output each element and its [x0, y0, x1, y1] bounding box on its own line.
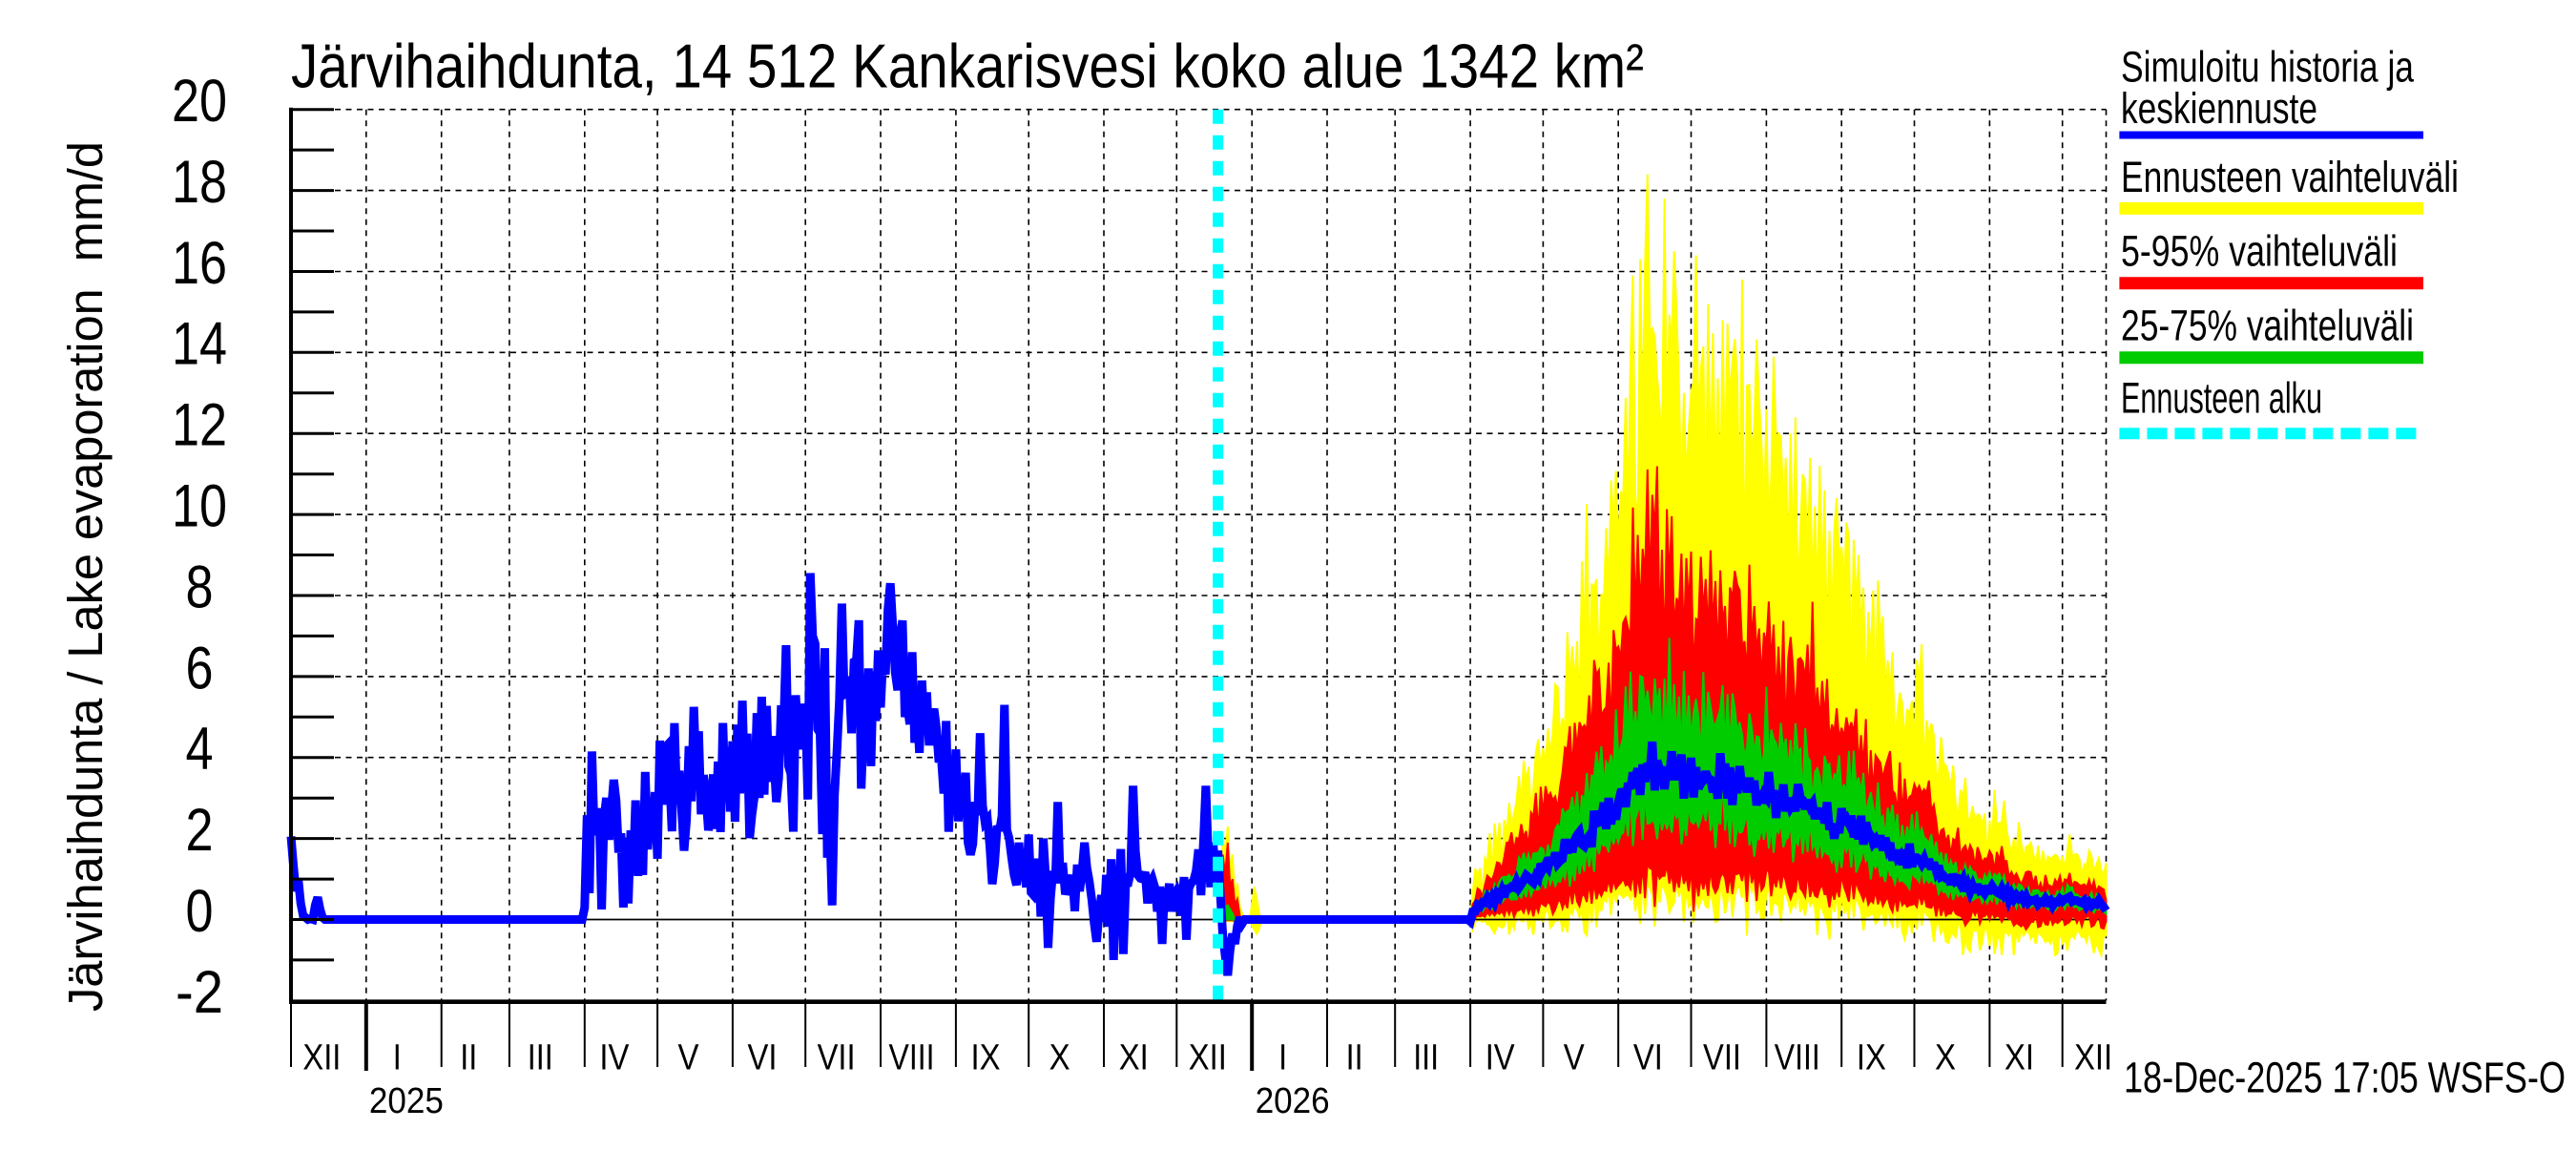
svg-text:IV: IV — [1485, 1038, 1516, 1078]
svg-text:keskiennuste: keskiennuste — [2121, 84, 2317, 133]
svg-text:XI: XI — [1119, 1038, 1149, 1078]
svg-text:V: V — [678, 1038, 700, 1078]
svg-text:16: 16 — [172, 230, 227, 297]
svg-text:V: V — [1564, 1038, 1586, 1078]
svg-text:XII: XII — [302, 1038, 341, 1078]
svg-text:20: 20 — [172, 68, 227, 135]
svg-text:2026: 2026 — [1256, 1081, 1330, 1121]
svg-text:Ennusteen alku: Ennusteen alku — [2121, 374, 2322, 423]
svg-text:10: 10 — [172, 473, 227, 540]
svg-text:Ennusteen vaihteluväli: Ennusteen vaihteluväli — [2121, 153, 2459, 201]
svg-text:IX: IX — [971, 1038, 1001, 1078]
svg-text:XI: XI — [2005, 1038, 2034, 1078]
svg-text:VIII: VIII — [1775, 1038, 1820, 1078]
svg-text:-2: -2 — [176, 959, 223, 1026]
svg-text:2: 2 — [186, 797, 214, 864]
svg-text:VI: VI — [1633, 1038, 1663, 1078]
svg-text:Järvihaihdunta, 14 512 Kankari: Järvihaihdunta, 14 512 Kankarisvesi koko… — [291, 31, 1644, 101]
svg-text:Järvihaihdunta / Lake evaporat: Järvihaihdunta / Lake evaporation mm/d — [58, 141, 113, 1012]
svg-text:IV: IV — [599, 1038, 630, 1078]
svg-text:VI: VI — [748, 1038, 778, 1078]
svg-text:III: III — [1413, 1038, 1439, 1078]
svg-text:X: X — [1935, 1038, 1956, 1078]
svg-text:II: II — [460, 1038, 477, 1078]
svg-text:Simuloitu historia ja: Simuloitu historia ja — [2121, 43, 2415, 92]
svg-text:II: II — [1346, 1038, 1363, 1078]
svg-text:18: 18 — [172, 149, 227, 216]
svg-text:XII: XII — [2074, 1038, 2112, 1078]
svg-text:2025: 2025 — [369, 1081, 444, 1121]
svg-text:VII: VII — [818, 1038, 856, 1078]
svg-text:XII: XII — [1189, 1038, 1227, 1078]
svg-text:25-75% vaihteluväli: 25-75% vaihteluväli — [2121, 302, 2414, 350]
svg-text:4: 4 — [186, 716, 214, 783]
svg-text:VIII: VIII — [889, 1038, 935, 1078]
svg-text:14: 14 — [172, 311, 227, 378]
svg-text:8: 8 — [186, 554, 214, 620]
svg-text:III: III — [528, 1038, 553, 1078]
svg-text:6: 6 — [186, 635, 214, 701]
svg-text:12: 12 — [172, 392, 227, 459]
svg-text:0: 0 — [186, 878, 214, 945]
svg-text:IX: IX — [1857, 1038, 1886, 1078]
svg-text:I: I — [393, 1038, 402, 1078]
svg-text:18-Dec-2025 17:05 WSFS-O: 18-Dec-2025 17:05 WSFS-O — [2124, 1054, 2566, 1102]
svg-text:I: I — [1278, 1038, 1287, 1078]
svg-text:VII: VII — [1703, 1038, 1741, 1078]
svg-text:X: X — [1049, 1038, 1070, 1078]
svg-text:5-95% vaihteluväli: 5-95% vaihteluväli — [2121, 227, 2398, 276]
